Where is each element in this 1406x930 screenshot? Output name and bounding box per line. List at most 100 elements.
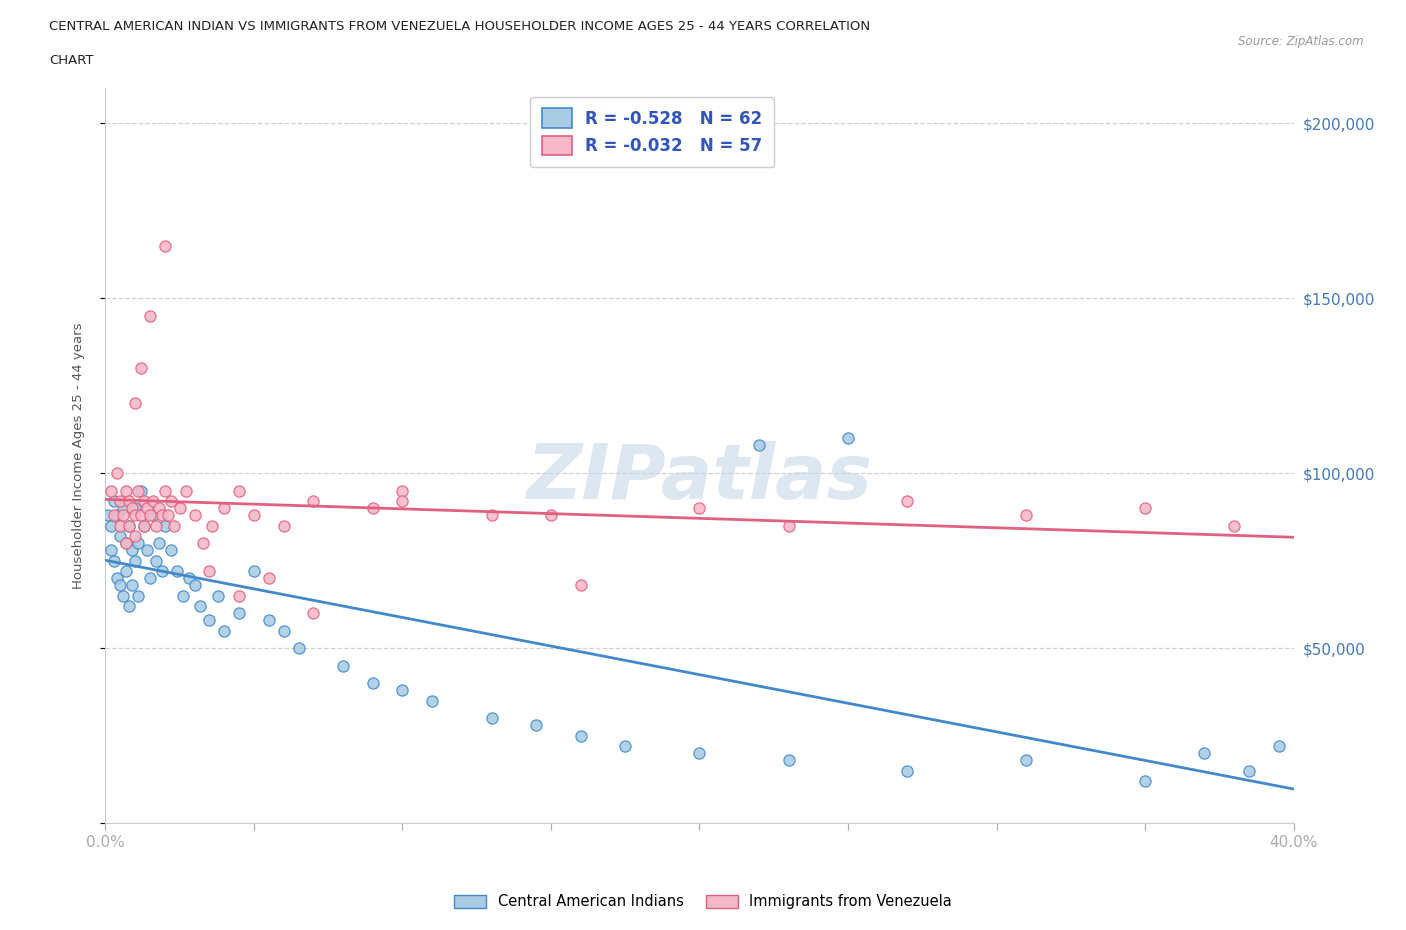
Point: [481, 711, 503, 725]
Point: [148, 536, 170, 551]
Point: [183, 508, 205, 523]
Point: [103, 553, 125, 568]
Point: [97, 508, 120, 523]
Point: [145, 553, 167, 568]
Text: Source: ZipAtlas.com: Source: ZipAtlas.com: [1239, 35, 1364, 48]
Point: [201, 518, 224, 533]
Point: [124, 500, 146, 515]
Point: [112, 588, 135, 603]
Point: [110, 529, 132, 544]
Point: [127, 536, 149, 551]
Point: [142, 508, 165, 523]
Point: [124, 396, 146, 411]
Point: [177, 571, 200, 586]
Point: [115, 536, 138, 551]
Point: [169, 500, 191, 515]
Point: [243, 564, 266, 578]
Point: [156, 508, 179, 523]
Point: [748, 438, 770, 453]
Point: [228, 484, 250, 498]
Text: ZIPatlas: ZIPatlas: [526, 441, 873, 514]
Point: [136, 500, 159, 515]
Point: [689, 500, 711, 515]
Point: [172, 588, 194, 603]
Point: [214, 623, 236, 638]
Point: [153, 238, 176, 253]
Point: [118, 518, 141, 533]
Point: [837, 431, 859, 445]
Point: [127, 484, 149, 498]
Point: [273, 518, 295, 533]
Point: [361, 676, 384, 691]
Point: [121, 543, 143, 558]
Point: [569, 728, 592, 743]
Point: [153, 518, 176, 533]
Text: CHART: CHART: [49, 54, 94, 67]
Point: [129, 508, 152, 523]
Point: [524, 718, 547, 733]
Point: [614, 738, 637, 753]
Point: [145, 518, 167, 533]
Point: [420, 693, 443, 708]
Point: [1194, 746, 1216, 761]
Point: [132, 494, 155, 509]
Point: [198, 613, 221, 628]
Point: [115, 536, 138, 551]
Point: [481, 508, 503, 523]
Y-axis label: Householder Income Ages 25 - 44 years: Householder Income Ages 25 - 44 years: [72, 323, 84, 589]
Point: [153, 484, 176, 498]
Point: [896, 764, 918, 778]
Point: [198, 564, 221, 578]
Point: [1133, 774, 1156, 789]
Point: [391, 494, 413, 509]
Point: [391, 484, 413, 498]
Point: [1267, 738, 1289, 753]
Point: [112, 500, 135, 515]
Point: [139, 571, 162, 586]
Point: [110, 518, 132, 533]
Point: [127, 588, 149, 603]
Point: [193, 536, 215, 551]
Point: [105, 466, 128, 481]
Point: [159, 494, 181, 509]
Point: [118, 599, 141, 614]
Point: [112, 508, 135, 523]
Point: [228, 588, 250, 603]
Point: [689, 746, 711, 761]
Point: [778, 752, 800, 767]
Point: [103, 508, 125, 523]
Point: [159, 543, 181, 558]
Point: [257, 571, 280, 586]
Point: [110, 494, 132, 509]
Point: [302, 494, 325, 509]
Point: [124, 508, 146, 523]
Point: [118, 518, 141, 533]
Point: [129, 484, 152, 498]
Point: [273, 623, 295, 638]
Point: [163, 518, 186, 533]
Point: [207, 588, 229, 603]
Point: [105, 571, 128, 586]
Point: [1133, 500, 1156, 515]
Point: [136, 543, 159, 558]
Point: [110, 578, 132, 592]
Point: [124, 529, 146, 544]
Point: [302, 605, 325, 620]
Point: [174, 484, 197, 498]
Point: [148, 500, 170, 515]
Point: [100, 518, 122, 533]
Point: [1223, 518, 1246, 533]
Point: [100, 484, 122, 498]
Point: [103, 494, 125, 509]
Point: [115, 564, 138, 578]
Point: [214, 500, 236, 515]
Point: [243, 508, 266, 523]
Point: [115, 484, 138, 498]
Point: [257, 613, 280, 628]
Point: [569, 578, 592, 592]
Point: [1237, 764, 1260, 778]
Point: [124, 553, 146, 568]
Point: [332, 658, 354, 673]
Legend: Central American Indians, Immigrants from Venezuela: Central American Indians, Immigrants fro…: [449, 888, 957, 915]
Text: CENTRAL AMERICAN INDIAN VS IMMIGRANTS FROM VENEZUELA HOUSEHOLDER INCOME AGES 25 : CENTRAL AMERICAN INDIAN VS IMMIGRANTS FR…: [49, 20, 870, 33]
